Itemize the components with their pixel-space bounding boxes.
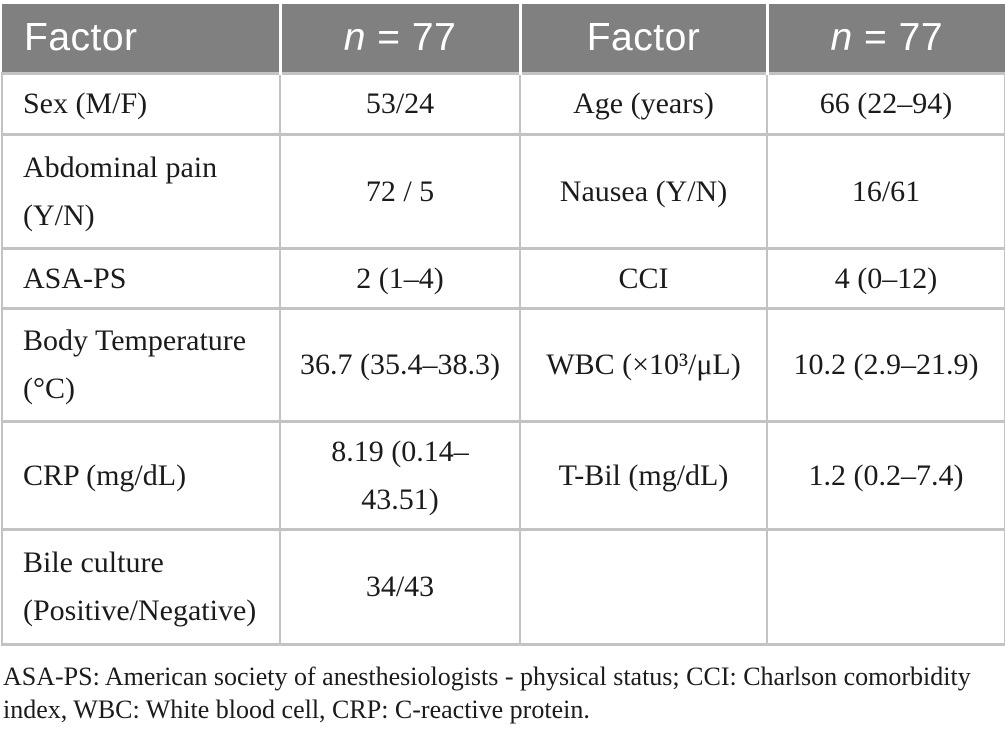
table-row-asaps-cci: ASA-PS 2 (1–4) CCI 4 (0–12) — [1, 247, 1005, 310]
table-row-crp-tbil: CRP (mg/dL) 8.19 (0.14– 43.51) T-Bil (mg… — [1, 420, 1005, 531]
header-label: Factor — [24, 16, 138, 59]
header-factor-right: Factor — [518, 4, 767, 74]
cell-value: 8.19 (0.14– 43.51) — [279, 420, 521, 531]
cell-factor-label: Sex (M/F) — [1, 72, 281, 136]
table-row-temp-wbc: Body Temperature (°C) 36.7 (35.4–38.3) W… — [1, 307, 1005, 423]
header-n-variable: n — [343, 16, 366, 59]
cell-factor-label: CRP (mg/dL) — [1, 420, 281, 531]
cell-value: 2 (1–4) — [279, 247, 521, 310]
header-n-variable: n — [830, 16, 853, 59]
cell-value: 4 (0–12) — [766, 247, 1005, 310]
cell-value: 66 (22–94) — [766, 72, 1005, 136]
cell-factor-label: WBC (×10³/μL) — [519, 307, 768, 423]
cell-factor-label: CCI — [519, 247, 768, 310]
cell-value: 36.7 (35.4–38.3) — [279, 307, 521, 423]
patient-characteristics-table: Factor n = 77 Factor n = 77 Sex (M/F) 53… — [1, 4, 1005, 646]
cell-factor-label: Body Temperature (°C) — [1, 307, 281, 423]
header-n-value: = 77 — [365, 16, 457, 59]
cell-empty — [766, 528, 1005, 646]
header-n77-right: n = 77 — [765, 4, 1005, 74]
cell-empty — [519, 528, 768, 646]
table-footnote: ASA-PS: American society of anesthesiolo… — [3, 662, 971, 724]
cell-value: 53/24 — [279, 72, 521, 136]
header-n77-left: n = 77 — [278, 4, 520, 74]
table-header-row: Factor n = 77 Factor n = 77 — [2, 4, 1005, 74]
cell-value: 72 / 5 — [279, 133, 521, 250]
cell-value: 10.2 (2.9–21.9) — [766, 307, 1005, 423]
cell-factor-label: Nausea (Y/N) — [519, 133, 768, 250]
cell-factor-label: Abdominal pain (Y/N) — [1, 133, 281, 250]
cell-value: 1.2 (0.2–7.4) — [766, 420, 1005, 531]
cell-factor-label: Age (years) — [519, 72, 768, 136]
header-label: Factor — [586, 16, 701, 59]
cell-factor-label: Bile culture (Positive/Negative) — [1, 528, 281, 646]
header-n-value: = 77 — [852, 16, 944, 59]
table-row-pain-nausea: Abdominal pain (Y/N) 72 / 5 Nausea (Y/N)… — [1, 133, 1005, 250]
cell-value: 16/61 — [766, 133, 1005, 250]
cell-value: 34/43 — [279, 528, 521, 646]
cell-factor-label: T-Bil (mg/dL) — [519, 420, 768, 531]
table-row-bile-culture: Bile culture (Positive/Negative) 34/43 — [1, 528, 1005, 646]
table-row-sex-age: Sex (M/F) 53/24 Age (years) 66 (22–94) — [1, 72, 1005, 136]
header-factor-left: Factor — [2, 4, 280, 74]
cell-factor-label: ASA-PS — [1, 247, 281, 310]
